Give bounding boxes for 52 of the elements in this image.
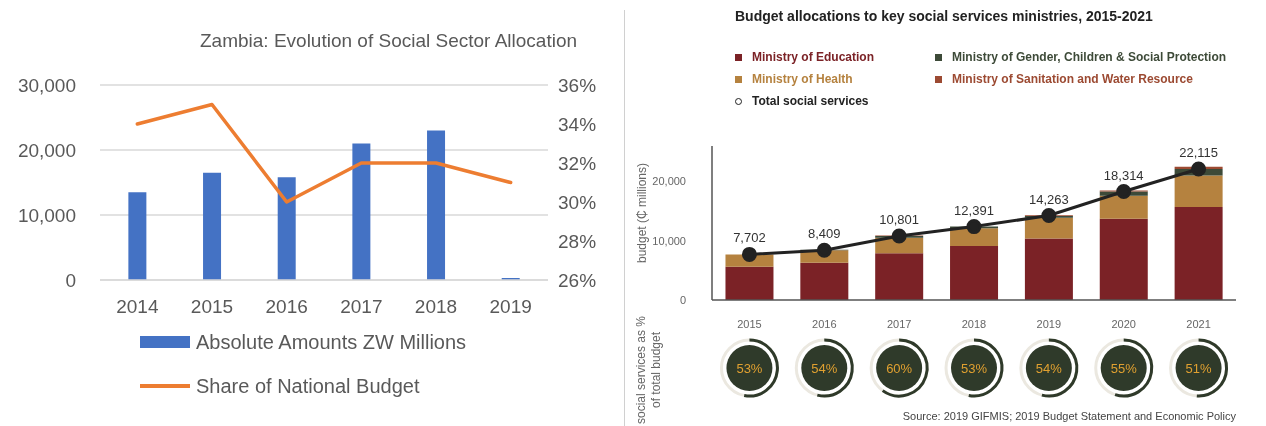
y-tick-label: 20,000 xyxy=(17,139,76,161)
x-tick-label: 2015 xyxy=(737,317,762,330)
x-tick-label: 2017 xyxy=(340,296,383,318)
text: social services as % of total budget xyxy=(634,315,663,425)
x-tick-label: 2019 xyxy=(1036,317,1062,330)
y2-tick-label: 26% xyxy=(558,269,597,291)
data-label: 55% xyxy=(1110,361,1138,376)
x-tick-label: 2020 xyxy=(1111,317,1136,330)
legend-label: Share of National Budget xyxy=(196,374,420,398)
legend-label: Ministry of Education xyxy=(752,50,875,64)
y-tick-label: 0 xyxy=(679,293,686,306)
data-label: 10,801 xyxy=(879,212,920,228)
data-label: 12,391 xyxy=(954,202,994,218)
x-tick-label: 2016 xyxy=(812,317,837,330)
x-tick-label: 2015 xyxy=(190,296,234,318)
y2-tick-label: 34% xyxy=(558,113,597,135)
y-tick-label: 30,000 xyxy=(17,74,76,96)
y-tick-label: 10,000 xyxy=(652,234,686,247)
legend-label: Ministry of Health xyxy=(752,72,853,86)
data-label: 53% xyxy=(960,361,988,376)
data-label: 7,702 xyxy=(733,230,766,246)
y2-tick-label: 36% xyxy=(558,74,597,96)
y-axis-title: budget (₵ millions) xyxy=(635,162,650,263)
y-tick-label: 20,000 xyxy=(652,175,686,188)
data-label: 14,263 xyxy=(1028,191,1069,207)
data-label: 53% xyxy=(736,361,763,376)
legend-label: Ministry of Sanitation and Water Resource xyxy=(952,72,1193,86)
source-note: Source: 2019 GIFMIS; 2019 Budget Statement and Economic Policy xyxy=(902,410,1237,422)
y-tick-label: 0 xyxy=(65,269,76,291)
x-tick-label: 2014 xyxy=(116,296,159,318)
x-tick-label: 2018 xyxy=(414,296,458,318)
legend-label: Total social services xyxy=(752,94,869,108)
data-label: 54% xyxy=(1035,361,1063,376)
x-tick-label: 2016 xyxy=(265,296,308,318)
y2-tick-label: 30% xyxy=(558,191,597,213)
data-label: 51% xyxy=(1185,361,1213,376)
y2-tick-label: 28% xyxy=(558,230,597,252)
data-label: 22,115 xyxy=(1179,145,1218,161)
x-tick-label: 2018 xyxy=(961,317,987,330)
data-label: 18,314 xyxy=(1103,167,1144,183)
y-tick-label: 10,000 xyxy=(17,204,76,226)
y2-tick-label: 32% xyxy=(558,152,597,174)
chart-title: Zambia: Evolution of Social Sector Allocation xyxy=(200,30,578,52)
data-label: 54% xyxy=(811,361,838,376)
x-tick-label: 2019 xyxy=(489,296,532,318)
chart-title: Budget allocations to key social services ministries, 2015-2021 xyxy=(735,8,1153,24)
x-tick-label: 2017 xyxy=(886,317,912,330)
legend-label: Ministry of Gender, Children & Social Protection xyxy=(952,50,1227,64)
x-tick-label: 2021 xyxy=(1186,317,1211,330)
legend-label: Absolute Amounts ZW Millions xyxy=(196,330,467,354)
data-label: 60% xyxy=(886,361,913,376)
data-label: 8,409 xyxy=(808,226,841,242)
